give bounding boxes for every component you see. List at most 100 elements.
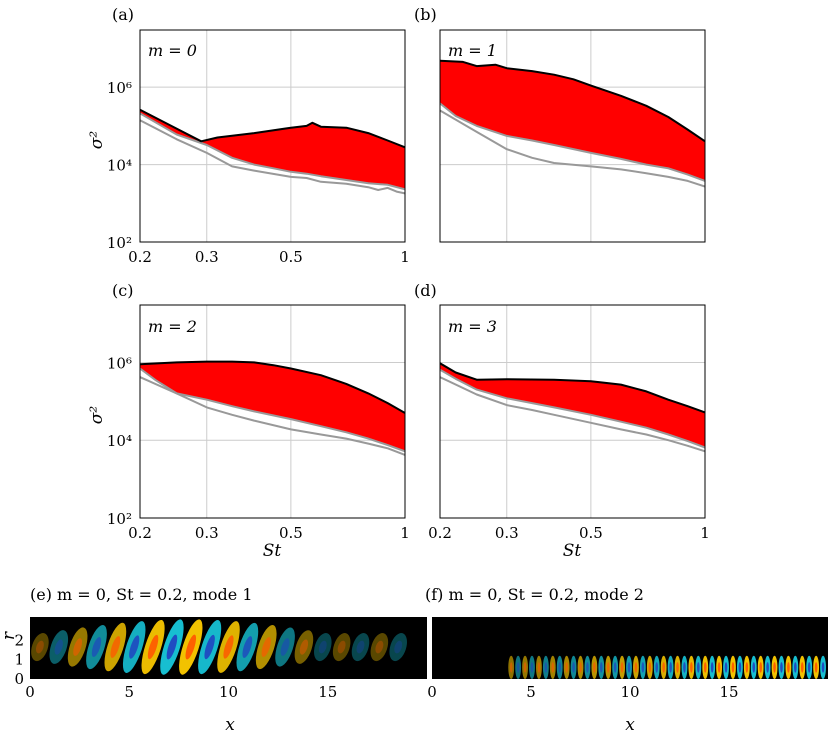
x-tick-label: 0.2 <box>428 524 452 542</box>
y-axis-label-c: σ² <box>87 406 107 425</box>
wave-lobe-core <box>530 662 534 673</box>
wave-lobe-core <box>356 640 365 654</box>
wave-lobe-core <box>110 636 121 658</box>
wave-lobe-core <box>703 662 707 673</box>
wave-lobe-core <box>641 662 645 673</box>
wave-lobe-core <box>318 640 327 654</box>
gray-line-2-b <box>440 109 705 188</box>
lower-gray-line-d <box>440 368 705 449</box>
lower-gray-line-b <box>440 102 705 182</box>
x-tick-label: 5 <box>526 683 536 701</box>
y-tick-label: 10² <box>107 234 132 252</box>
x-axis-label-c: St <box>263 541 282 561</box>
wave-lobe-core <box>620 662 624 673</box>
panel-d: (d) 0.2 0.3 0.5 1 m = 3 St <box>414 281 710 561</box>
lower-gray-line-c <box>140 367 405 453</box>
wave-lobe-core <box>223 635 234 659</box>
wave-lobe-core <box>516 662 520 673</box>
wave-lobe-core <box>537 662 541 673</box>
wave-lobe <box>294 630 314 664</box>
wave-lobe-core <box>551 662 555 673</box>
wave-lobe-core <box>662 662 665 673</box>
wave-lobe-core <box>683 662 686 673</box>
wave-lobe-core <box>509 662 513 673</box>
x-ticks-c: 0.2 0.3 0.5 1 <box>128 524 410 542</box>
x-tick-label: 0 <box>25 683 35 701</box>
wave-lobe-core <box>794 662 797 673</box>
y-tick-label: 0 <box>14 670 24 688</box>
area-fill-c <box>140 361 405 452</box>
x-tick-label: 0.3 <box>195 524 219 542</box>
y-axis-label-a: σ² <box>87 131 107 150</box>
upper-black-line-a <box>140 108 405 149</box>
wave-lobe-core <box>613 662 617 673</box>
wave-lobe-core <box>780 662 783 673</box>
wave-lobe-core <box>586 662 589 673</box>
wave-lobe <box>370 632 389 662</box>
y-ticks-e: 01 2 <box>14 631 24 688</box>
y-tick-label: 2 <box>14 631 24 649</box>
wave-lobe-core <box>280 638 290 656</box>
wave-lobe-core <box>579 662 582 673</box>
wave-lobe-core <box>759 662 762 673</box>
x-ticks-f: 0 5 10 15 <box>427 683 738 701</box>
wave-lobe-core <box>697 662 700 673</box>
wave-lobe-core <box>731 662 735 673</box>
panel-a: (a) 10² 10⁴ 10⁶ 0.2 0.3 0.5 1 m = 0 σ² <box>87 5 410 266</box>
wave-lobe-core <box>814 662 818 673</box>
y-tick-label: 10⁴ <box>107 157 132 175</box>
wave-lobe-core <box>599 662 603 673</box>
wave-lobe-core <box>54 639 63 655</box>
x-tick-label: 10 <box>219 683 238 701</box>
upper-black-line-c <box>140 360 405 414</box>
x-ticks-d: 0.2 0.3 0.5 1 <box>428 524 710 542</box>
x-axis-label-e: x <box>225 715 235 734</box>
mode-label-a: m = 0 <box>148 41 197 60</box>
x-tick-label: 0.2 <box>128 248 152 266</box>
x-tick-label: 0.3 <box>495 524 519 542</box>
y-axis-label-e: r <box>0 631 19 640</box>
upper-black-line-b <box>440 59 705 143</box>
wave-lobe-core <box>606 662 610 673</box>
area-fill-a <box>140 109 405 190</box>
mode-label-b: m = 1 <box>448 41 497 60</box>
x-ticks-e: 0 5 10 15 <box>25 683 337 701</box>
wave-lobe-core <box>807 662 811 673</box>
y-ticks-a: 10² 10⁴ 10⁶ <box>107 79 132 252</box>
wave-lobe-core <box>242 636 253 658</box>
wave-lobe-core <box>375 640 384 654</box>
wave-lobe-core <box>717 662 721 673</box>
wave-lobe <box>351 632 370 662</box>
panel-label-b: (b) <box>414 5 437 24</box>
y-tick-label: 1 <box>14 651 24 669</box>
x-tick-label: 1 <box>700 524 710 542</box>
x-ticks-a: 0.2 0.3 0.5 1 <box>128 248 410 266</box>
wave-lobe-core <box>558 662 562 673</box>
upper-black-line-d <box>440 362 705 414</box>
wave-lobe-core <box>185 634 197 660</box>
y-tick-label: 10⁶ <box>107 79 132 97</box>
x-tick-label: 15 <box>719 683 738 701</box>
x-tick-label: 0.2 <box>128 524 152 542</box>
wave-lobe-core <box>648 662 652 673</box>
mode-label-c: m = 2 <box>148 317 197 336</box>
wave-lobe-core <box>800 662 804 673</box>
panel-label-c: (c) <box>112 281 133 300</box>
x-tick-label: 0.3 <box>195 248 219 266</box>
area-fill-d <box>440 363 705 448</box>
y-tick-label: 10⁴ <box>107 432 132 450</box>
y-tick-label: 10² <box>107 510 132 528</box>
wave-lobe-core <box>745 662 749 673</box>
panel-b: (b) m = 1 <box>414 5 706 243</box>
wave-lobe-core <box>676 662 679 673</box>
wave-lobe-core <box>35 640 44 654</box>
heatmap-stripes-e <box>31 619 407 675</box>
panel-e: (e) m = 0, St = 0.2, mode 1 01 2 0 5 10 15 r… <box>0 585 427 734</box>
wave-lobe-core <box>523 662 527 673</box>
wave-lobe-core <box>337 640 346 654</box>
panel-title-f: (f) m = 0, St = 0.2, mode 2 <box>425 585 644 604</box>
gray-line-2-d <box>440 376 705 453</box>
wave-lobe-core <box>299 639 309 655</box>
wave-lobe-core <box>129 635 140 659</box>
wave-lobe-core <box>690 662 693 673</box>
